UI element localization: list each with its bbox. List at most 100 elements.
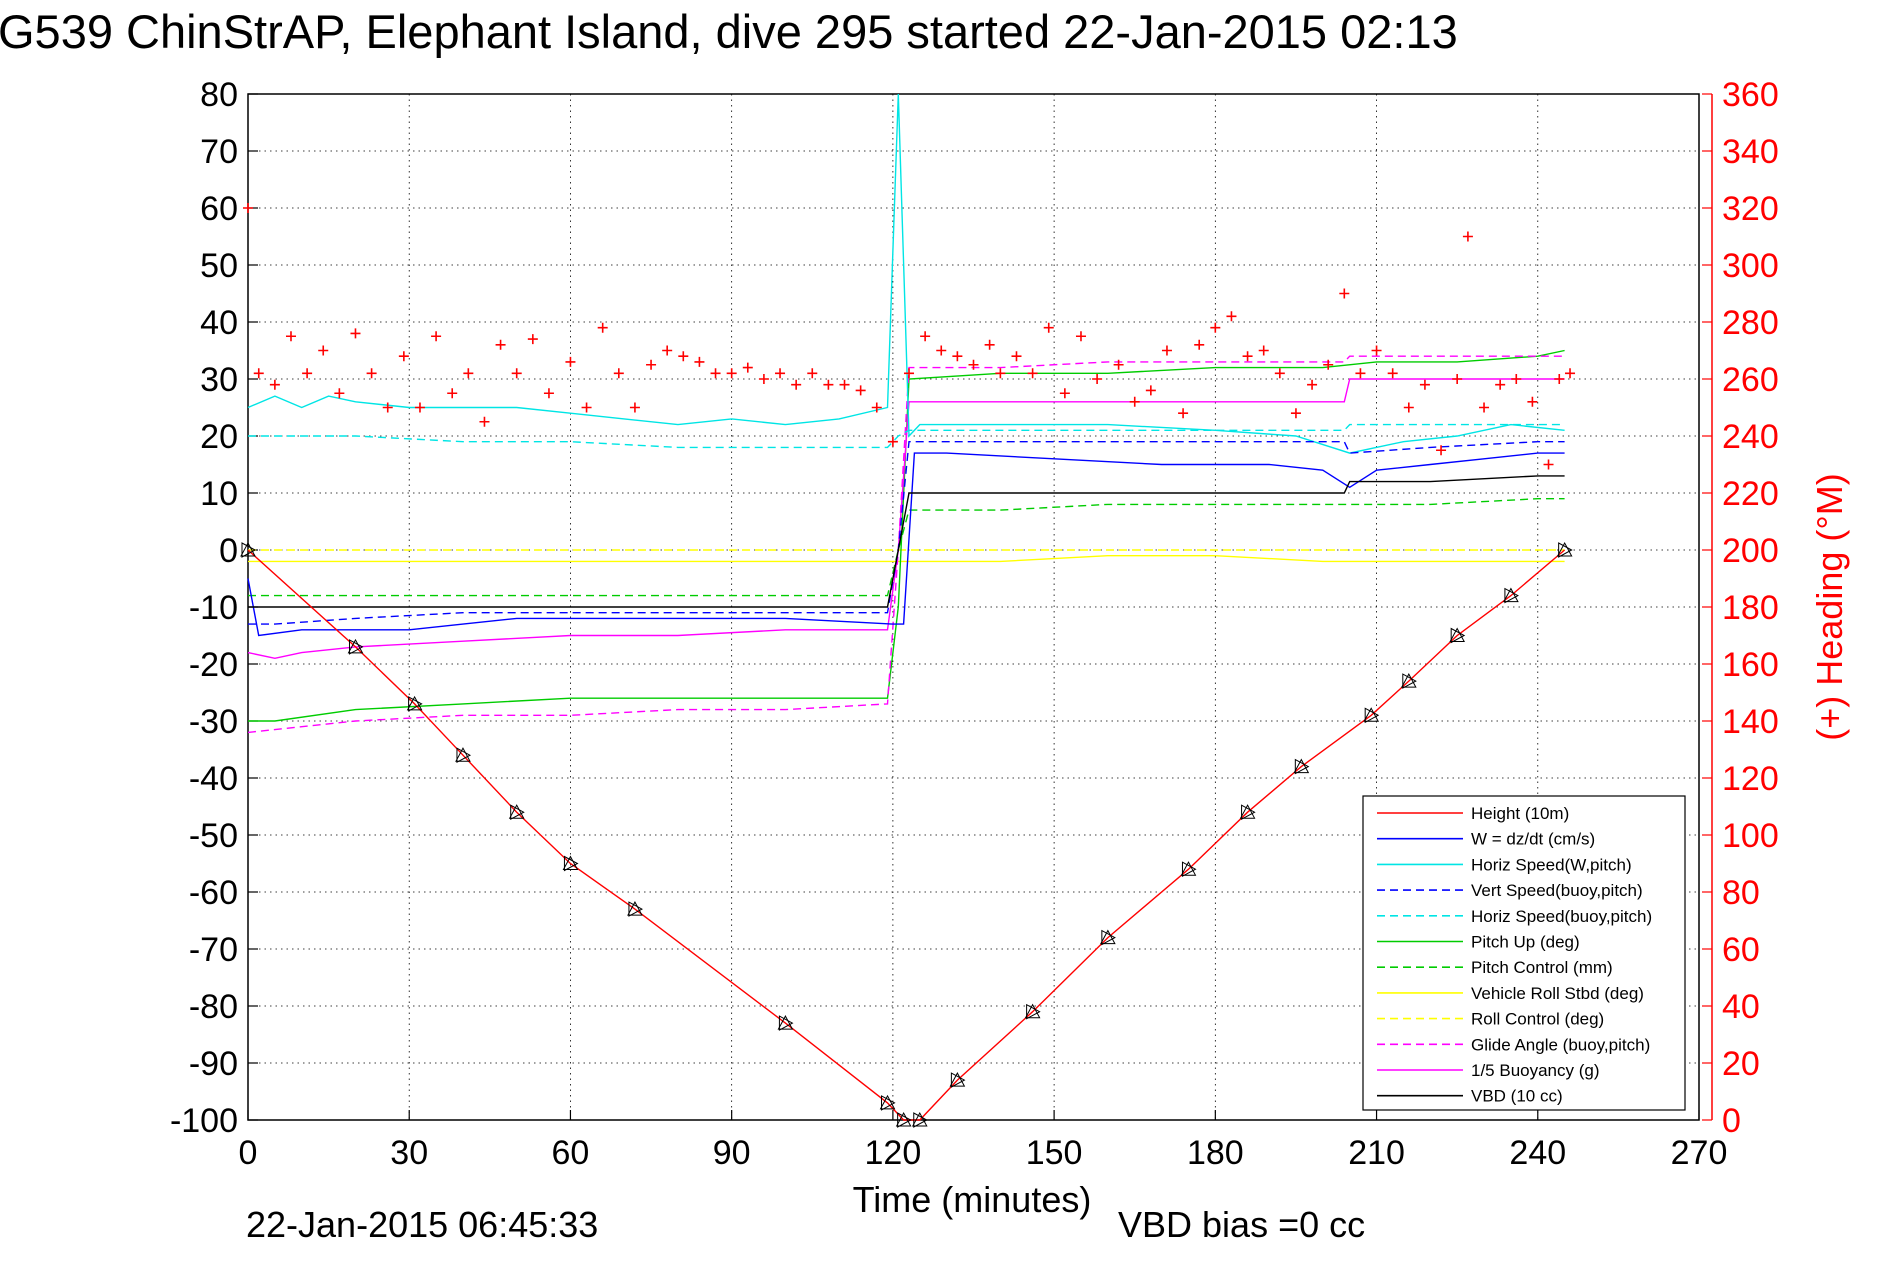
x-tick-label: 210 (1348, 1134, 1405, 1172)
marker-right (456, 747, 472, 764)
series-height (247, 549, 1566, 1121)
right-tick-label: 260 (1722, 361, 1779, 399)
heading-point (581, 402, 592, 413)
heading-point (1511, 374, 1522, 384)
legend-label-roll: Vehicle Roll Stbd (deg) (1471, 984, 1644, 1003)
marker-up (1293, 758, 1310, 774)
marker-up (911, 1111, 928, 1127)
heading-point (984, 339, 995, 350)
chart-title: G539 ChinStrAP, Elephant Island, dive 29… (0, 5, 1458, 58)
heading-point (936, 345, 947, 356)
heading-point (1419, 379, 1430, 390)
right-axis-ticks: 3603403203002802602402202001801601401201… (1702, 76, 1779, 1140)
heading-point (1479, 402, 1490, 413)
heading-point (710, 368, 721, 379)
right-tick-label: 320 (1722, 190, 1779, 228)
y-tick-label: -60 (189, 874, 238, 912)
heading-point (479, 416, 490, 427)
x-tick-label: 180 (1187, 1134, 1244, 1172)
marker-up (1556, 541, 1573, 557)
right-tick-label: 200 (1722, 532, 1779, 570)
marker-up (562, 855, 579, 870)
heading-point (318, 345, 329, 356)
right-tick-label: 120 (1722, 760, 1779, 798)
series-layer (247, 93, 1566, 1121)
heading-point (1075, 331, 1086, 342)
heading-point (527, 334, 538, 345)
legend-label-buoyancy: 1/5 Buoyancy (g) (1471, 1061, 1600, 1080)
heading-point (742, 362, 753, 373)
heading-point (646, 359, 657, 370)
marker-right (1450, 627, 1466, 644)
heading-point (1011, 351, 1022, 362)
right-tick-label: 300 (1722, 247, 1779, 285)
y-tick-label: 40 (200, 304, 238, 342)
heading-point (887, 436, 898, 447)
marker-right (897, 1112, 912, 1128)
heading-point (334, 388, 345, 399)
heading-point (662, 345, 673, 356)
heading-point (1274, 368, 1285, 379)
heading-point (1403, 402, 1414, 413)
heading-point (855, 385, 866, 396)
heading-point (1543, 459, 1554, 470)
heading-point (726, 368, 737, 379)
legend-label-roll-control: Roll Control (deg) (1471, 1010, 1604, 1029)
heading-point (1226, 311, 1237, 322)
y-tick-label: 70 (200, 133, 238, 171)
heading-point (920, 331, 931, 342)
x-tick-label: 60 (552, 1134, 590, 1172)
marker-up (627, 901, 643, 916)
heading-point (952, 351, 963, 362)
right-tick-label: 220 (1722, 475, 1779, 513)
heading-point (758, 374, 769, 384)
right-tick-label: 280 (1722, 304, 1779, 342)
heading-point (775, 368, 786, 379)
heading-point (414, 402, 425, 413)
heading-point (807, 368, 818, 379)
marker-up (879, 1094, 896, 1110)
heading-point (1323, 359, 1334, 370)
y-tick-label: -40 (189, 760, 238, 798)
x-axis-ticks: 0 30 60 90 120 150 180 210 240 270 (239, 1110, 1728, 1172)
y-tick-label: 0 (219, 532, 238, 570)
marker-right (913, 1112, 928, 1128)
heading-point (839, 379, 850, 390)
series-vert-speed-model (248, 441, 1565, 625)
right-tick-label: 0 (1722, 1102, 1741, 1140)
marker-up (1024, 1003, 1041, 1019)
marker-up (895, 1111, 912, 1127)
heading-point (431, 331, 442, 342)
marker-right (778, 1015, 794, 1031)
legend-label-vbd: VBD (10 cc) (1471, 1087, 1563, 1106)
heading-point (1113, 359, 1124, 370)
marker-up (949, 1072, 966, 1087)
x-tick-label: 270 (1671, 1134, 1728, 1172)
marker-up (240, 541, 256, 557)
heading-point (1043, 322, 1054, 333)
marker-up (406, 695, 423, 711)
x-tick-label: 240 (1509, 1134, 1566, 1172)
heading-point (613, 368, 624, 379)
marker-up (1449, 627, 1466, 642)
right-tick-label: 240 (1722, 418, 1779, 456)
heading-point (1495, 379, 1506, 390)
heading-point (1242, 351, 1253, 362)
heading-point (269, 379, 280, 390)
marker-right (950, 1072, 966, 1088)
right-tick-label: 180 (1722, 589, 1779, 627)
heading-point (1290, 408, 1301, 419)
heading-point (823, 379, 834, 390)
right-axis-label: (+) Heading (°M) (1809, 473, 1850, 740)
y-tick-label: 60 (200, 190, 238, 228)
marker-up (1503, 587, 1519, 603)
heading-point (1462, 231, 1473, 242)
marker-up (508, 804, 525, 819)
heading-point (1554, 374, 1565, 384)
series-horiz-speed (247, 93, 1565, 454)
series-pitch-control (248, 498, 1565, 597)
x-tick-label: 30 (390, 1134, 428, 1172)
legend-label-vert-speed-model: Vert Speed(buoy,pitch) (1471, 881, 1643, 900)
right-tick-label: 360 (1722, 76, 1779, 114)
